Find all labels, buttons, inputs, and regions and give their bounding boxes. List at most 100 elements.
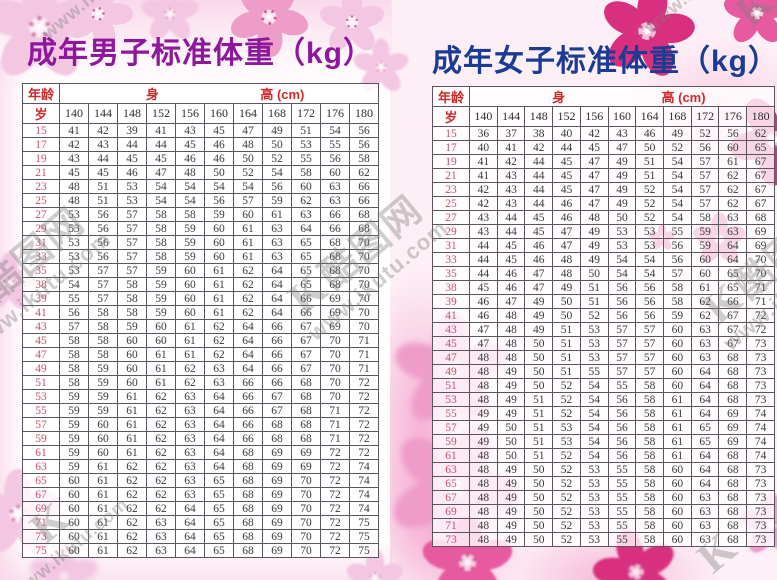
weight-cell: 56 (690, 140, 720, 155)
weight-cell: 52 (552, 504, 581, 519)
weight-cell: 53 (579, 532, 609, 547)
height-col-header: 160 (204, 103, 234, 124)
weight-cell: 58 (635, 532, 665, 547)
weight-cell: 58 (690, 210, 720, 225)
weight-cell: 71 (320, 417, 350, 432)
weight-cell: 48 (469, 476, 498, 491)
weight-cell: 62 (718, 196, 748, 211)
weight-cell: 53 (579, 476, 609, 491)
weight-cell: 56 (607, 280, 637, 295)
weight-cell: 62 (117, 473, 147, 488)
weight-cell: 49 (607, 196, 637, 211)
table-row: 67 60 61 62 62 63 65 68 69 70 72 74 (22, 487, 379, 502)
weight-cell: 63 (262, 221, 292, 236)
weight-cell: 57 (690, 182, 720, 197)
weight-cell: 68 (718, 364, 748, 379)
weight-cell: 60 (233, 207, 263, 222)
height-col-header: 140 (469, 106, 498, 127)
weight-cell: 62 (146, 445, 176, 460)
weight-cell: 56 (663, 252, 692, 267)
weight-cell: 63 (262, 235, 292, 250)
age-cell: 63 (22, 459, 60, 474)
age-cell: 73 (22, 529, 60, 544)
weight-cell: 64 (204, 389, 234, 404)
weight-cell: 54 (233, 179, 263, 194)
table-row: 45 47 48 50 51 53 57 57 60 63 67 73 (432, 336, 775, 351)
table-row: 23 48 51 53 54 54 54 54 56 60 63 66 (22, 179, 379, 194)
weight-cell: 62 (146, 431, 176, 446)
weight-cell: 68 (233, 487, 263, 502)
weight-cell: 56 (635, 294, 665, 309)
weight-cell: 69 (718, 434, 748, 449)
weight-cell: 61 (262, 207, 292, 222)
weight-cell: 68 (349, 221, 379, 236)
weight-cell: 64 (204, 431, 234, 446)
weight-cell: 64 (175, 501, 205, 516)
weight-cell: 63 (175, 487, 205, 502)
weight-cell: 50 (262, 137, 292, 152)
weight-cell: 66 (320, 221, 350, 236)
weight-cell: 50 (524, 378, 554, 393)
weight-cell: 49 (496, 392, 526, 407)
weight-cell: 56 (663, 238, 692, 253)
weight-cell: 52 (552, 490, 581, 505)
age-cell: 21 (432, 168, 470, 183)
weight-cell: 46 (204, 151, 234, 166)
weight-cell: 48 (552, 266, 581, 281)
weight-cell: 72 (320, 529, 350, 544)
weight-cell: 68 (233, 515, 263, 530)
weight-cell: 49 (469, 434, 498, 449)
weight-cell: 54 (146, 179, 176, 194)
weight-cell: 61 (88, 529, 118, 544)
weight-cell: 67 (291, 361, 321, 376)
weight-cell: 59 (663, 308, 692, 323)
weight-cell: 57 (607, 364, 637, 379)
weight-cell: 66 (349, 193, 379, 208)
weight-cell: 64 (690, 448, 720, 463)
weight-cell: 65 (690, 420, 720, 435)
weight-cell: 51 (88, 179, 118, 194)
weight-cell: 61 (663, 448, 692, 463)
weight-cell: 63 (320, 179, 350, 194)
weight-cell: 46 (469, 308, 498, 323)
weight-cell: 69 (262, 487, 292, 502)
weight-cell: 53 (59, 207, 89, 222)
weight-cell: 73 (746, 336, 775, 351)
weight-cell: 66 (262, 375, 292, 390)
weight-cell: 70 (320, 389, 350, 404)
age-cell: 55 (22, 403, 60, 418)
weight-cell: 49 (552, 280, 581, 295)
weight-cell: 56 (635, 280, 665, 295)
weight-cell: 64 (233, 333, 263, 348)
weight-cell: 50 (552, 308, 581, 323)
weight-cell: 69 (262, 515, 292, 530)
weight-cell: 50 (524, 490, 554, 505)
weight-cell: 59 (204, 207, 234, 222)
weight-cell: 44 (469, 238, 498, 253)
weight-cell: 50 (204, 165, 234, 180)
weight-cell: 62 (146, 487, 176, 502)
weight-cell: 64 (175, 529, 205, 544)
weight-cell: 68 (320, 249, 350, 264)
weight-cell: 68 (718, 378, 748, 393)
weight-cell: 50 (607, 210, 637, 225)
weight-cell: 64 (262, 305, 292, 320)
weight-cell: 46 (524, 238, 554, 253)
weight-cell: 55 (607, 378, 637, 393)
weight-cell: 59 (262, 193, 292, 208)
age-unit-header: 岁 (432, 106, 470, 127)
weight-cell: 41 (469, 154, 498, 169)
weight-cell: 60 (117, 347, 147, 362)
weight-cell: 74 (349, 487, 379, 502)
weight-cell: 48 (469, 518, 498, 533)
weight-cell: 56 (607, 420, 637, 435)
weight-cell: 65 (204, 487, 234, 502)
weight-cell: 58 (663, 280, 692, 295)
weight-cell: 52 (552, 518, 581, 533)
weight-cell: 62 (204, 319, 234, 334)
weight-cell: 58 (59, 333, 89, 348)
weight-cell: 49 (579, 252, 609, 267)
weight-cell: 56 (607, 406, 637, 421)
height-col-header: 144 (496, 106, 526, 127)
age-cell: 41 (22, 305, 60, 320)
